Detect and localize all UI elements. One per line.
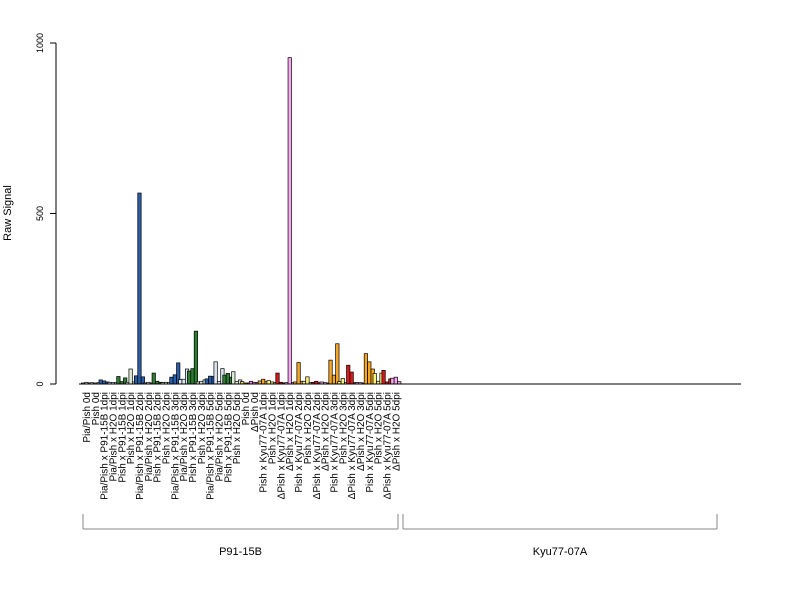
x-tick-label: Pish x Kyu77-07A 3dpi <box>329 392 340 493</box>
x-tick-label: Pia/Pish x H2O 2dpi <box>144 392 155 482</box>
bar <box>137 192 142 385</box>
x-tick-label: ΔPish x Kyu77-07A 3dpi <box>347 392 358 499</box>
x-tick-label: ΔPish x H2O 3dpi <box>356 392 367 471</box>
bar <box>367 361 372 385</box>
x-tick-label: Pia/Pish x P91-15B 1dpi <box>100 392 111 500</box>
x-tick-label: Pish x H2O 3dpi <box>338 392 349 464</box>
bar <box>172 374 177 385</box>
bar <box>363 353 368 385</box>
bar <box>178 379 183 385</box>
y-tick-label: 1000 <box>35 33 45 53</box>
y-axis: 0 500 1000 <box>35 33 57 387</box>
bar <box>116 376 121 385</box>
x-tick-label: Pish x H2O 3dpi <box>197 392 208 464</box>
bar <box>275 372 280 385</box>
x-tick-label: Pish x P91-15B 2dpi <box>153 392 164 483</box>
x-tick-label: Pish x Kyu77-07A 1dpi <box>259 392 270 493</box>
bar <box>372 373 377 385</box>
x-tick-label: ΔPish x Kyu77-07A 5dpi <box>382 392 393 499</box>
y-axis-label: Raw Signal <box>2 185 14 241</box>
y-tick-label: 500 <box>35 206 45 221</box>
bar <box>261 378 266 385</box>
bar <box>187 370 192 385</box>
x-tick-label: Pish x H2O 5dpi <box>232 392 243 464</box>
x-tick-label: Pia/Pish x P91-15B 5dpi <box>206 392 217 500</box>
bar <box>134 375 139 385</box>
bar <box>231 371 236 385</box>
bar <box>393 376 398 385</box>
x-tick-label: Pish 0d <box>91 392 102 425</box>
x-tick-label: Pish x H2O 1dpi <box>268 392 279 464</box>
bar <box>346 364 351 385</box>
bar <box>190 368 195 385</box>
x-tick-label: Pish x P91-15B 3dpi <box>188 392 199 483</box>
x-tick-label: ΔPish x H2O 2dpi <box>321 392 332 471</box>
bar <box>181 378 186 385</box>
y-tick-label: 0 <box>35 381 45 386</box>
x-tick-label: Pia/Pish x H2O 1dpi <box>108 392 119 482</box>
bar <box>222 374 227 385</box>
bar <box>266 380 271 385</box>
bar <box>381 370 386 385</box>
x-tick-label: Pish x P91-15B 1dpi <box>117 392 128 483</box>
x-tick-label: ΔPish x H2O 1dpi <box>285 392 296 471</box>
bar <box>328 359 333 385</box>
bar <box>225 373 230 385</box>
bar <box>193 330 198 385</box>
bar <box>349 371 354 385</box>
bar <box>296 362 301 385</box>
x-tick-label: Pia/Pish x P91-15B 2dpi <box>135 392 146 500</box>
group-label: Kyu77-07A <box>533 546 588 558</box>
bar <box>335 343 340 385</box>
x-tick-label: ΔPish x H2O 5dpi <box>391 392 402 471</box>
x-tick-label: Pia/Pish x H2O 3dpi <box>179 392 190 482</box>
bar <box>340 378 345 385</box>
bar <box>287 57 292 385</box>
bar <box>98 379 103 385</box>
bar <box>213 361 218 385</box>
x-tick-label: Pia/Pish 0d <box>82 392 93 443</box>
x-tick-label: ΔPish x Kyu77-07A 1dpi <box>276 392 287 499</box>
x-tick-label: Pia/Pish x H2O 5dpi <box>215 392 226 482</box>
bar <box>128 368 133 385</box>
bar <box>151 372 156 385</box>
x-tick-label: ΔPish x Kyu77-07A 2dpi <box>312 392 323 499</box>
x-tick-label: Pish x H2O 1dpi <box>126 392 137 464</box>
bar <box>208 375 213 385</box>
x-tick-label: Pish x H2O 2dpi <box>161 392 172 464</box>
bars <box>80 57 402 385</box>
x-tick-label: Pish x P91-15B 5dpi <box>223 392 234 483</box>
x-tick-label: Pish x H2O 5dpi <box>374 392 385 464</box>
x-tick-label: Pish x H2O 2dpi <box>303 392 314 464</box>
x-tick-label: Pish x Kyu77-07A 2dpi <box>294 392 305 493</box>
x-tick-label: Pia/Pish x P91-15B 3dpi <box>170 392 181 500</box>
x-tick-label: Pish x Kyu77-07A 5dpi <box>365 392 376 493</box>
bar <box>169 376 174 385</box>
bar <box>204 378 209 385</box>
bar <box>390 377 395 385</box>
x-tick-label: Pish 0d <box>241 392 252 425</box>
group-brackets: P91-15B Kyu77-07A <box>82 514 718 558</box>
bar <box>305 376 310 385</box>
x-tick-label: ΔPish 0d <box>250 392 261 432</box>
bar <box>331 374 336 385</box>
group-label: P91-15B <box>219 546 262 558</box>
